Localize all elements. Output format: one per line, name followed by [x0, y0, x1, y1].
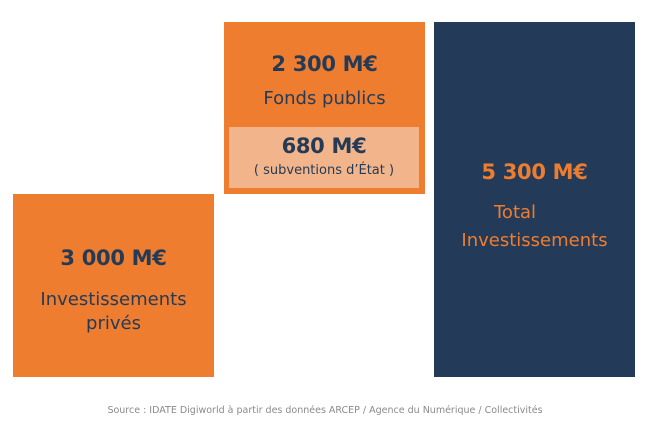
- total-amount: 5 300 M€: [481, 160, 588, 184]
- subsidy-amount: 680 M€: [281, 134, 367, 158]
- total-investment-block: 5 300 M€ Total Investissements: [434, 22, 635, 377]
- total-label-line1: Total: [494, 202, 537, 223]
- private-label: Investissements privés: [40, 289, 187, 334]
- total-label-line2: Investissements: [461, 230, 608, 251]
- source-note: Source : IDATE Digiworld à partir des do…: [107, 405, 543, 416]
- state-subsidy-block: 680 M€ ( subventions d’État ): [229, 127, 419, 188]
- public-funds-block: 2 300 M€ Fonds publics 680 M€ ( subventi…: [224, 22, 425, 194]
- private-amount: 3 000 M€: [60, 246, 167, 270]
- public-amount: 2 300 M€: [271, 52, 378, 76]
- private-investment-block: 3 000 M€ Investissements privés: [13, 194, 214, 377]
- public-label: Fonds publics: [263, 88, 386, 109]
- subsidy-label: ( subventions d’État ): [253, 163, 395, 178]
